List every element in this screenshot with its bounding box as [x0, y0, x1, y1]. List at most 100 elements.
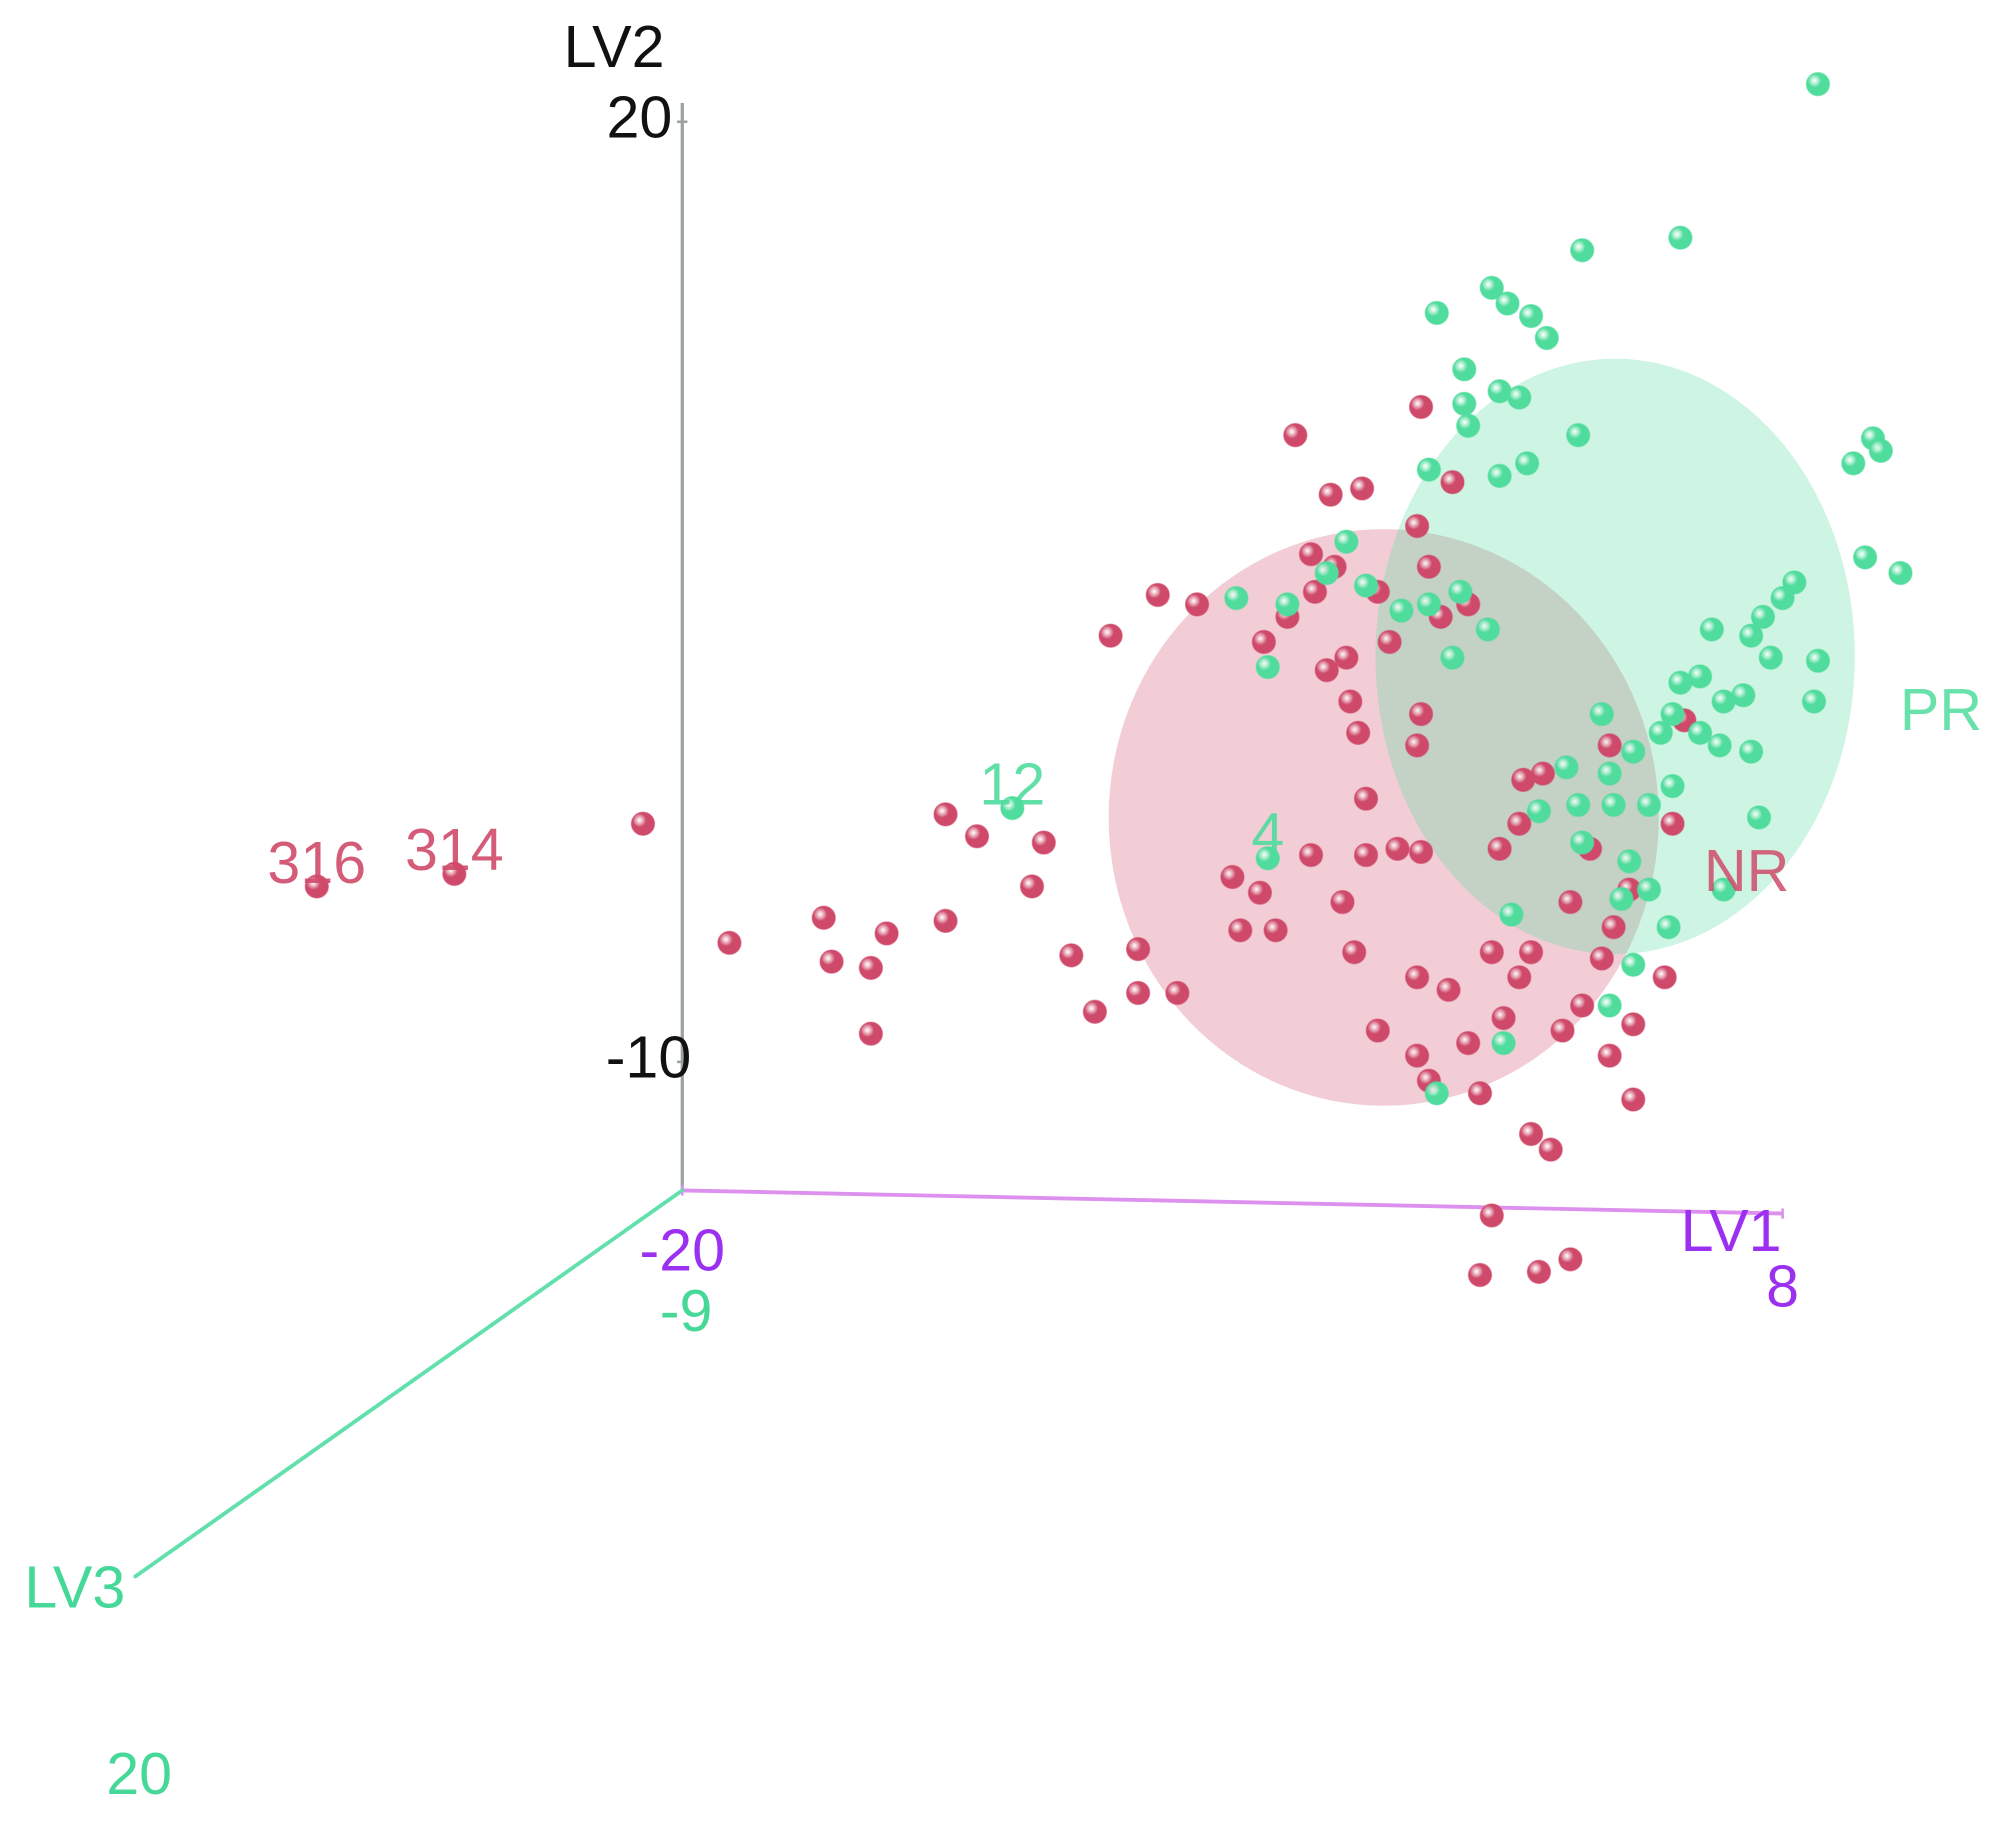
point: [1334, 529, 1359, 554]
point: [1487, 463, 1512, 489]
point: [1707, 733, 1732, 758]
point: [1452, 391, 1477, 417]
point: [1342, 940, 1367, 965]
point: [1617, 849, 1642, 874]
point: [1569, 830, 1595, 855]
point: [1518, 303, 1544, 329]
point: [1852, 545, 1878, 570]
group-label: NR: [1704, 837, 1790, 904]
point: [1514, 451, 1540, 476]
point: [1353, 842, 1379, 868]
point: [717, 930, 742, 956]
point: [1298, 842, 1324, 868]
point: [1408, 701, 1434, 727]
point: [1455, 1030, 1481, 1056]
point: [858, 1021, 884, 1046]
point: [1031, 830, 1057, 855]
point: [1499, 902, 1524, 927]
point: [1440, 645, 1465, 670]
regions: [1108, 358, 1855, 1106]
point: [1000, 795, 1025, 821]
point: [1098, 623, 1123, 648]
point: [1507, 385, 1532, 410]
point: [1731, 683, 1756, 708]
point: [1165, 980, 1190, 1006]
point: [1125, 980, 1151, 1006]
point: [1621, 739, 1646, 764]
x-tick-label: -20: [639, 1216, 725, 1283]
point: [1668, 670, 1693, 695]
point: [1251, 629, 1277, 655]
point: [1255, 654, 1281, 680]
y-tick-label: -10: [606, 1024, 692, 1091]
point: [1145, 582, 1170, 608]
point: [1125, 936, 1151, 962]
point: [1589, 701, 1615, 727]
point: [1353, 573, 1379, 598]
point: [1597, 761, 1622, 786]
point: [1621, 952, 1646, 977]
point: [1636, 792, 1662, 818]
z-axis-title: LV3: [24, 1554, 125, 1621]
point: [1534, 325, 1560, 351]
point: [1475, 617, 1501, 642]
points: [304, 71, 1913, 1288]
y-axis-title: LV2: [564, 13, 665, 80]
point: [1636, 877, 1662, 902]
point: [1601, 914, 1626, 940]
point: [1247, 880, 1273, 905]
point: [1345, 720, 1371, 746]
point: [1660, 811, 1685, 836]
point: [1436, 977, 1461, 1003]
point: [1404, 733, 1430, 758]
z-tick: [133, 1574, 138, 1579]
x-axis: [682, 1188, 1783, 1216]
point: [1558, 889, 1583, 915]
point: [442, 861, 467, 887]
point: [1801, 689, 1827, 714]
point: [1518, 940, 1544, 965]
point: [1601, 792, 1626, 818]
point: [1660, 773, 1685, 799]
point: [1263, 918, 1288, 943]
point: [630, 811, 656, 836]
point: [1805, 648, 1831, 674]
point: [1687, 720, 1713, 746]
point: [1554, 755, 1579, 780]
z-tick-label: 20: [106, 1740, 172, 1807]
group-region: [1108, 529, 1659, 1106]
point: [1467, 1081, 1493, 1106]
point: [1770, 585, 1795, 611]
point: [1597, 1043, 1622, 1068]
point: [1184, 592, 1210, 617]
point: [1479, 1203, 1505, 1228]
point: [1841, 451, 1866, 476]
point: [1758, 645, 1784, 670]
point: [1224, 585, 1249, 611]
point: [1569, 238, 1595, 263]
point: [1452, 357, 1477, 382]
point: [1621, 1087, 1646, 1112]
point: [1338, 689, 1363, 714]
point: [1566, 422, 1591, 448]
point: [1404, 965, 1430, 990]
point: [1019, 874, 1045, 899]
point: [1220, 864, 1245, 890]
point: [1353, 786, 1379, 811]
x-axis-title: LV1: [1681, 1197, 1782, 1264]
group-region: [1375, 358, 1855, 955]
point: [1750, 604, 1776, 630]
point: [1538, 1137, 1563, 1162]
point: [1566, 792, 1591, 818]
point: [1404, 513, 1430, 539]
point: [1507, 965, 1532, 990]
point: [1668, 225, 1693, 250]
point: [1330, 889, 1355, 915]
point: [964, 824, 990, 849]
point: [1334, 645, 1359, 670]
point: [1314, 560, 1339, 586]
point: [1597, 993, 1622, 1018]
point: [1511, 767, 1536, 793]
